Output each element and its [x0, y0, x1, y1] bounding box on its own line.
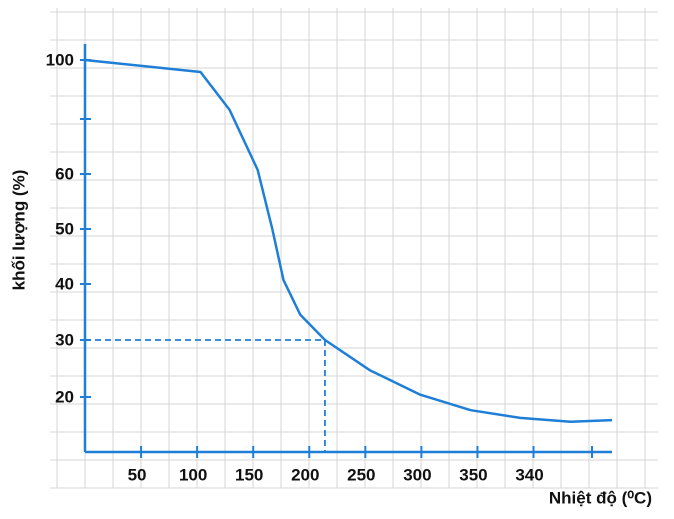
- x-tick-label: 350: [459, 465, 487, 484]
- x-tick-label: 250: [347, 465, 375, 484]
- x-tick-label: 300: [403, 465, 431, 484]
- y-tick-label: 60: [55, 164, 74, 183]
- y-axis-label: khối lượng (%): [9, 170, 28, 291]
- x-tick-label: 100: [179, 465, 207, 484]
- x-tick-label: 200: [291, 465, 319, 484]
- guide-line: [85, 339, 326, 452]
- x-tick-label: 340: [515, 465, 543, 484]
- y-tick-label: 30: [55, 330, 74, 349]
- x-tick-label: 50: [128, 465, 147, 484]
- grid: [50, 8, 658, 489]
- y-tick-label: 100: [46, 50, 74, 69]
- data-line: [84, 58, 613, 424]
- y-tick-label: 50: [55, 219, 74, 238]
- x-tick-label: 150: [235, 465, 263, 484]
- y-tick-label: 20: [55, 387, 74, 406]
- y-tick-label: 40: [55, 274, 74, 293]
- x-axis-label: Nhiệt độ (⁰C): [549, 488, 652, 507]
